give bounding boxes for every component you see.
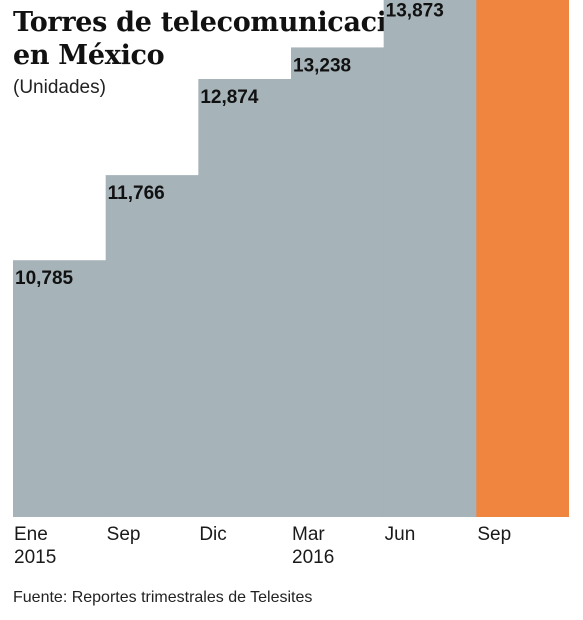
bar-highlight	[476, 0, 569, 517]
source-note: Fuente: Reportes trimestrales de Telesit…	[13, 589, 313, 606]
value-label: 12,874	[200, 87, 259, 108]
bar	[198, 79, 292, 517]
bar	[383, 0, 477, 517]
bar	[291, 47, 385, 518]
x-tick-label: Jun	[385, 524, 416, 545]
bar	[105, 175, 199, 517]
x-tick-label: Sep	[477, 524, 511, 545]
x-tick-year: 2016	[292, 547, 334, 568]
value-label: 10,785	[15, 268, 74, 289]
chart-subtitle: (Unidades)	[13, 77, 106, 98]
value-label: 13,873	[386, 0, 444, 21]
x-tick-label: Mar	[292, 524, 325, 545]
value-label: 11,766	[108, 183, 165, 204]
x-tick-label: Ene	[14, 524, 48, 545]
x-tick-label: Sep	[107, 524, 141, 545]
value-label: 13,238	[293, 55, 351, 76]
x-tick-year: 2015	[14, 547, 56, 568]
bar	[13, 260, 107, 517]
chart-title: Torres de telecomunicaciones en México	[13, 7, 456, 71]
x-tick-label: Dic	[199, 524, 226, 545]
